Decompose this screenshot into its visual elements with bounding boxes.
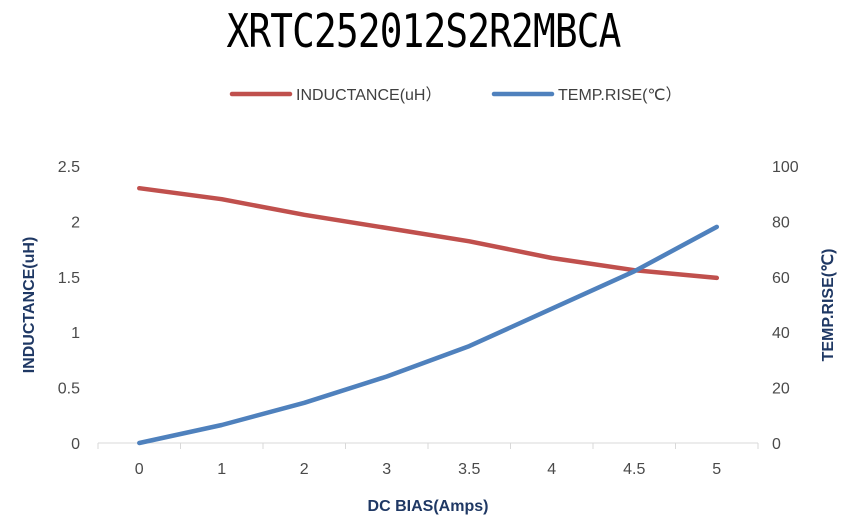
x-tick-label: 2 — [300, 461, 309, 478]
y2-axis-title: TEMP.RISE(℃) — [820, 249, 837, 362]
x-tick-label: 4.5 — [623, 461, 645, 478]
x-tick-label: 3 — [382, 461, 391, 478]
y2-tick-label: 80 — [772, 214, 790, 231]
y-axis-title: INDUCTANCE(uH) — [21, 237, 38, 374]
y2-tick-label: 100 — [772, 159, 799, 176]
y-tick-label: 2.5 — [58, 159, 80, 176]
y2-tick-label: 40 — [772, 325, 790, 342]
series-line-temp-rise — [137, 224, 720, 446]
y-tick-label: 0.5 — [58, 381, 80, 398]
x-tick-label: 1 — [217, 461, 226, 478]
x-tick-label: 3.5 — [458, 461, 480, 478]
plot-area: 0 1 2 3 3.5 4 4.5 5 0 0.5 1 1.5 2 2.5 0 20 40 60 80 100 — [58, 159, 799, 478]
legend: INDUCTANCE(uH） TEMP.RISE(℃） — [229, 86, 681, 104]
x-tick-label: 5 — [712, 461, 721, 478]
y-tick-label: 2 — [71, 214, 80, 231]
x-tick-label: 0 — [135, 461, 144, 478]
y2-tick-label: 20 — [772, 381, 790, 398]
y2-tick-label: 0 — [772, 436, 781, 453]
legend-label: INDUCTANCE(uH） — [296, 86, 442, 104]
chart-title: XRTC252012S2R2MBCA — [226, 4, 621, 58]
series-line-inductance — [137, 185, 720, 281]
y-tick-label: 0 — [71, 436, 80, 453]
y-tick-label: 1 — [71, 325, 80, 342]
legend-label: TEMP.RISE(℃） — [558, 86, 681, 104]
x-tick-label: 4 — [547, 461, 556, 478]
y-tick-label: 1.5 — [58, 270, 80, 287]
y2-tick-label: 60 — [772, 270, 790, 287]
x-axis-title: DC BIAS(Amps) — [368, 498, 489, 515]
